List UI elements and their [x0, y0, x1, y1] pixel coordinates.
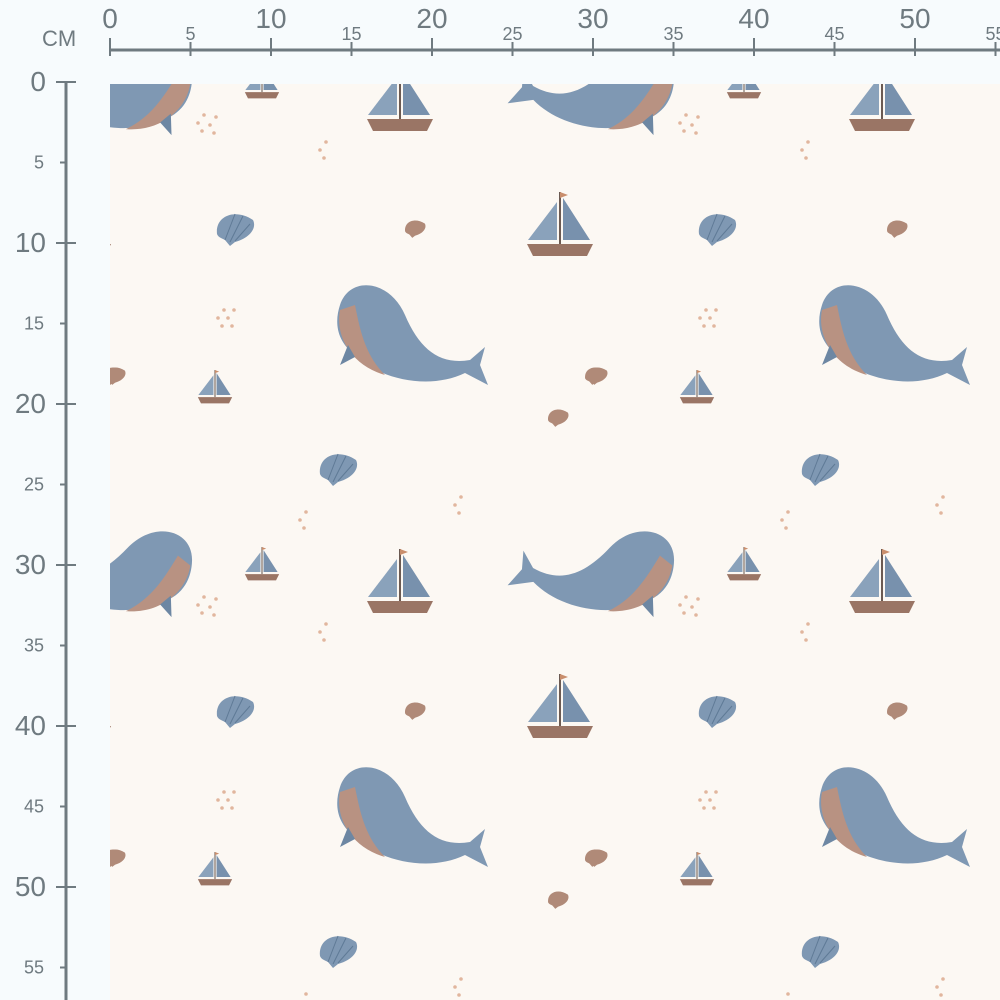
- ruler-tick-label: 15: [24, 314, 44, 334]
- fabric-pattern-swatch: [110, 84, 1000, 1000]
- ruler-tick-label: 55: [24, 958, 44, 978]
- ruler-tick-label: 45: [24, 797, 44, 817]
- ruler-tick-label: 15: [341, 24, 361, 44]
- ruler-tick-label: 5: [34, 153, 44, 173]
- ruler-tick-label: 35: [663, 24, 683, 44]
- ruler-tick-label: 55: [985, 24, 1000, 44]
- ruler-tick-label: 35: [24, 636, 44, 656]
- ruler-tick-label: 40: [15, 710, 46, 741]
- unit-label: CM: [42, 26, 76, 51]
- ruler-tick-label: 25: [502, 24, 522, 44]
- pattern-artwork: [110, 84, 970, 997]
- ruler-tick-label: 10: [255, 3, 286, 34]
- ruler-tick-label: 10: [15, 227, 46, 258]
- ruler-tick-label: 20: [15, 388, 46, 419]
- ruler-tick-label: 30: [15, 549, 46, 580]
- decorative-dots: [196, 113, 945, 997]
- ruler-tick-label: 0: [30, 66, 46, 97]
- ruler-tick-label: 20: [416, 3, 447, 34]
- ruler-tick-label: 0: [102, 3, 118, 34]
- ruler-tick-label: 50: [899, 3, 930, 34]
- ruler-tick-label: 40: [738, 3, 769, 34]
- ruler-tick-label: 30: [577, 3, 608, 34]
- ruler-tick-label: 25: [24, 475, 44, 495]
- ruler-tick-label: 50: [15, 871, 46, 902]
- ruler-tick-label: 5: [185, 24, 195, 44]
- ruler-tick-label: 45: [824, 24, 844, 44]
